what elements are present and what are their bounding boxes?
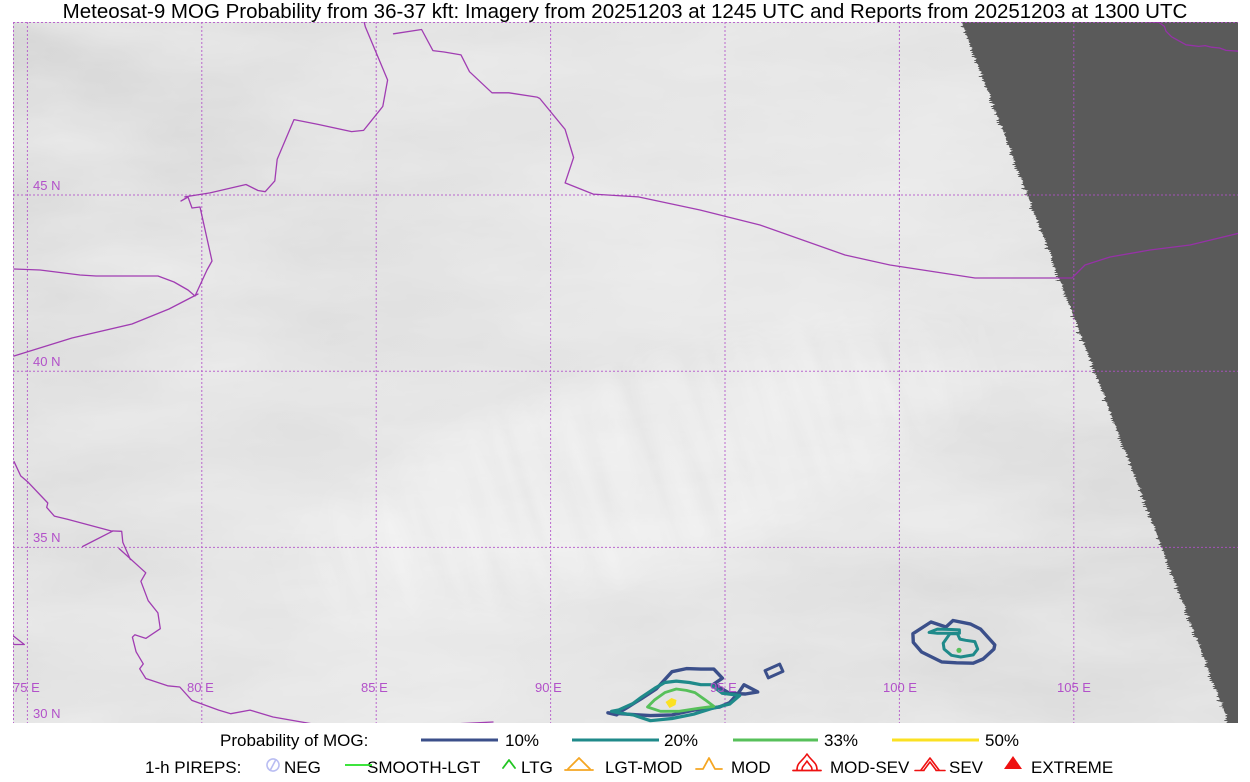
svg-text:50%: 50% [985,731,1019,750]
svg-text:SEV: SEV [949,758,984,777]
svg-text:33%: 33% [824,731,858,750]
svg-text:LTG: LTG [521,758,553,777]
svg-text:SMOOTH-LGT: SMOOTH-LGT [367,758,480,777]
svg-text:MOD-SEV: MOD-SEV [830,758,910,777]
svg-text:Probability of MOG:: Probability of MOG: [220,731,368,750]
svg-text:10%: 10% [505,731,539,750]
svg-text:MOD: MOD [731,758,771,777]
svg-text:20%: 20% [664,731,698,750]
svg-text:LGT-MOD: LGT-MOD [605,758,682,777]
svg-text:1-h PIREPS:: 1-h PIREPS: [145,758,241,777]
svg-text:EXTREME: EXTREME [1031,758,1113,777]
svg-text:NEG: NEG [284,758,321,777]
